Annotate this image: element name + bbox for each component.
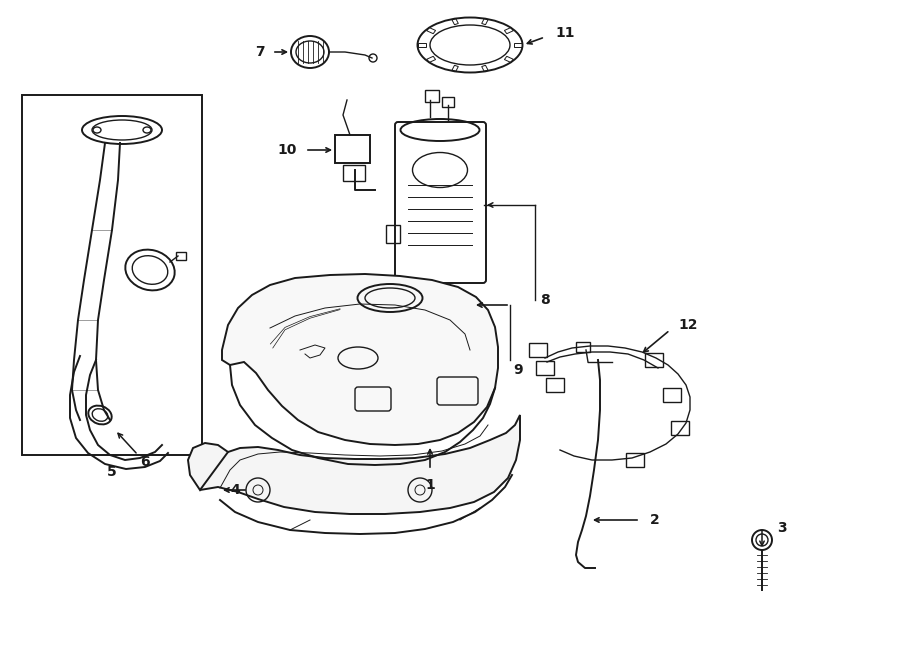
Text: 3: 3	[777, 521, 787, 535]
Bar	[442, 97, 454, 107]
Text: 5: 5	[107, 465, 117, 479]
Bar	[343, 165, 365, 181]
Text: 4: 4	[230, 483, 240, 497]
Text: 12: 12	[678, 318, 698, 332]
Bar	[335, 135, 370, 163]
Bar	[22, 95, 202, 455]
Bar	[386, 225, 400, 243]
Text: 10: 10	[277, 143, 297, 157]
Text: 1: 1	[425, 478, 435, 492]
Text: 11: 11	[555, 26, 574, 40]
Text: 8: 8	[540, 293, 550, 307]
Text: 7: 7	[256, 45, 265, 59]
Bar	[576, 342, 590, 352]
Bar	[425, 90, 439, 102]
Polygon shape	[188, 443, 228, 490]
Text: 2: 2	[650, 513, 660, 527]
Polygon shape	[222, 274, 498, 445]
Text: 6: 6	[140, 455, 149, 469]
Bar	[176, 252, 186, 260]
Text: 9: 9	[513, 363, 523, 377]
Polygon shape	[200, 415, 520, 514]
